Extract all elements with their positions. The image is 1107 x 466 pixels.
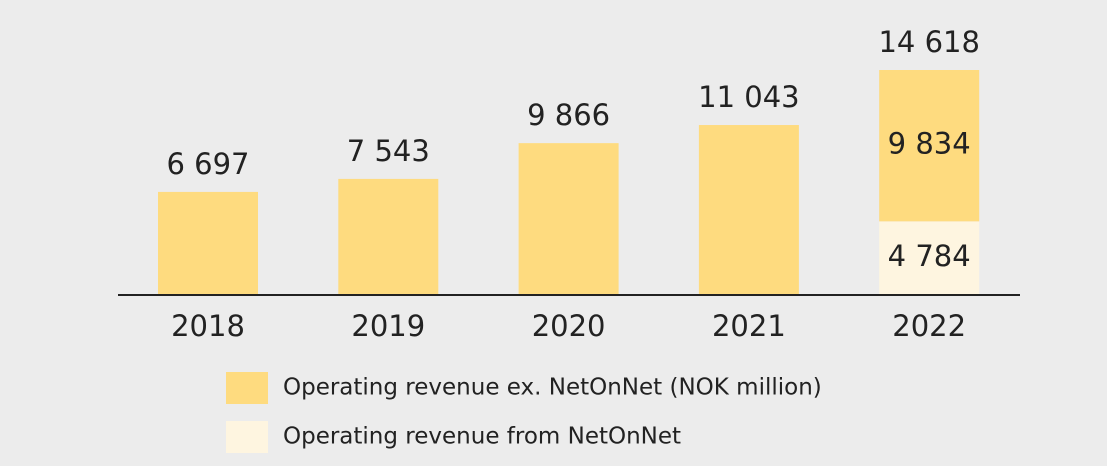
x-tick-label: 2019 [351, 309, 425, 343]
segment-label: 9 834 [888, 127, 971, 161]
legend-label: Operating revenue from NetOnNet [283, 424, 681, 450]
x-tick-label: 2018 [171, 309, 245, 343]
x-tick-label: 2022 [892, 309, 966, 343]
bar-segment [338, 178, 439, 295]
x-tick-label: 2020 [532, 309, 606, 343]
legend-swatch [226, 372, 268, 404]
legend-swatch [226, 421, 268, 453]
total-label: 7 543 [347, 134, 430, 168]
total-label: 6 697 [166, 147, 249, 181]
segment-label: 4 784 [888, 239, 971, 273]
total-label: 11 043 [698, 80, 799, 114]
bar-segment [879, 221, 980, 295]
bar-segment [879, 70, 980, 222]
legend-label: Operating revenue ex. NetOnNet (NOK mill… [283, 375, 822, 401]
bar-segment [698, 125, 799, 295]
total-label: 9 866 [527, 98, 610, 132]
total-label: 14 618 [878, 25, 979, 59]
bar-segment [518, 143, 619, 295]
bar-segment [158, 191, 258, 295]
x-tick-label: 2021 [712, 309, 786, 343]
